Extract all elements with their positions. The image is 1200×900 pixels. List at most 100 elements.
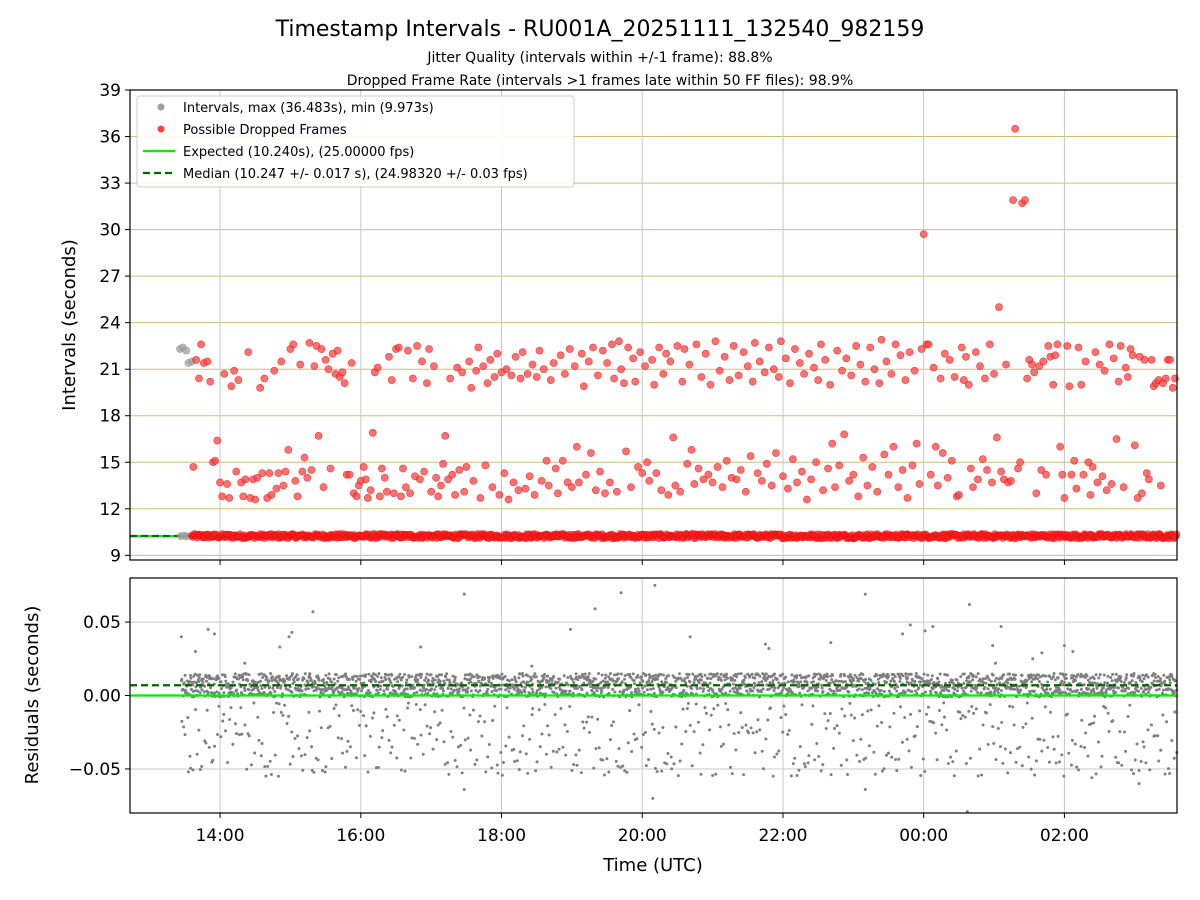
- residual-point: [629, 676, 633, 680]
- dropped-frame-point: [321, 356, 330, 364]
- residual-point: [923, 690, 927, 694]
- dropped-frame-point: [567, 483, 576, 491]
- dropped-frame-point: [423, 379, 431, 388]
- dropped-frame-point: [856, 360, 865, 369]
- dropped-frame-point: [884, 470, 893, 479]
- residual-point: [600, 689, 604, 693]
- residual-point: [510, 678, 514, 682]
- residual-point: [191, 683, 195, 687]
- residual-point-negative: [787, 729, 791, 733]
- residual-point: [521, 680, 525, 684]
- residuals-reference-lines: [130, 684, 1177, 697]
- residual-point: [247, 673, 251, 677]
- residual-point: [1062, 683, 1066, 687]
- dropped-frame-point: [317, 345, 326, 353]
- residual-point-negative: [537, 708, 541, 712]
- residual-point: [641, 679, 645, 683]
- residual-point: [1064, 673, 1068, 677]
- dropped-frame-point: [995, 303, 1003, 312]
- dropped-frame-point: [624, 343, 633, 352]
- dropped-frame-point: [385, 352, 393, 361]
- residual-point: [847, 690, 851, 694]
- residual-point-negative: [449, 729, 453, 733]
- residual-point: [463, 677, 467, 681]
- residual-point-negative: [1139, 760, 1143, 764]
- residual-point: [455, 688, 459, 692]
- dropped-frame-point: [725, 376, 734, 384]
- residual-point: [798, 691, 802, 695]
- residual-point-negative: [1142, 745, 1146, 749]
- residual-point: [1143, 688, 1147, 692]
- residual-point: [967, 674, 971, 678]
- dropped-frame-point: [293, 492, 302, 501]
- residual-outlier-point: [310, 768, 314, 772]
- dropped-frame-point: [680, 345, 689, 353]
- dropped-frame-point: [657, 486, 666, 495]
- residual-point-negative: [407, 701, 411, 705]
- residual-point: [812, 672, 816, 676]
- residual-point: [975, 686, 979, 690]
- residual-point: [313, 679, 317, 683]
- residual-point-negative: [257, 738, 261, 742]
- residual-point: [376, 674, 380, 678]
- dropped-frame-point: [873, 487, 882, 496]
- residual-point-negative: [414, 702, 418, 706]
- residual-point: [1137, 689, 1141, 693]
- residual-point-negative: [376, 765, 380, 769]
- dropped-frame-point: [713, 463, 722, 471]
- dropped-frame-point: [701, 349, 710, 358]
- residual-point: [751, 689, 755, 693]
- residual-point: [731, 687, 735, 691]
- residual-point-negative: [429, 726, 433, 730]
- residual-point: [523, 685, 527, 689]
- residual-point-negative: [635, 737, 639, 741]
- residual-point: [873, 682, 877, 686]
- residual-point: [1005, 684, 1009, 688]
- residual-point-negative: [247, 734, 251, 738]
- residual-point-negative: [709, 713, 713, 717]
- dropped-frame-point: [525, 472, 534, 481]
- residual-point: [1052, 672, 1056, 676]
- residual-point-negative: [976, 774, 980, 778]
- residual-point-negative: [253, 751, 257, 755]
- dropped-frame-point: [924, 340, 933, 349]
- residual-point: [373, 673, 377, 677]
- dropped-frame-point: [324, 365, 333, 374]
- residual-point: [429, 673, 433, 677]
- residual-outlier-point: [1071, 649, 1075, 653]
- residual-point: [1085, 674, 1089, 678]
- residual-point: [1066, 687, 1070, 691]
- residual-point: [251, 679, 255, 683]
- residual-point-negative: [372, 711, 376, 715]
- residual-point: [288, 676, 292, 680]
- residual-point-negative: [524, 752, 528, 756]
- residual-point: [579, 675, 583, 679]
- residual-point-negative: [1033, 773, 1037, 777]
- residual-point-negative: [681, 707, 685, 711]
- residual-point-negative: [769, 706, 773, 710]
- residual-point: [805, 680, 809, 684]
- dropped-frame-point: [1168, 383, 1177, 392]
- dropped-frame-point: [1030, 368, 1039, 377]
- dropped-frame-point: [430, 362, 438, 371]
- residual-point: [518, 672, 522, 676]
- residual-point: [1052, 675, 1056, 679]
- dropped-frame-point: [413, 342, 421, 350]
- residual-point-negative: [909, 712, 913, 716]
- residual-point: [1172, 691, 1176, 695]
- residual-point-negative: [561, 745, 565, 749]
- dropped-frame-point: [296, 360, 305, 369]
- residual-point-negative: [692, 730, 696, 734]
- residual-point: [659, 672, 663, 676]
- residual-point-negative: [312, 770, 316, 774]
- dropped-frame-point: [377, 464, 386, 473]
- residual-point-negative: [395, 756, 399, 760]
- dropped-frame-point: [919, 230, 928, 239]
- residual-point: [1168, 681, 1172, 685]
- residual-point: [530, 687, 534, 691]
- residual-point-negative: [991, 725, 995, 729]
- residual-point: [344, 672, 348, 676]
- dropped-frame-point: [345, 470, 354, 479]
- residual-point-negative: [670, 767, 674, 771]
